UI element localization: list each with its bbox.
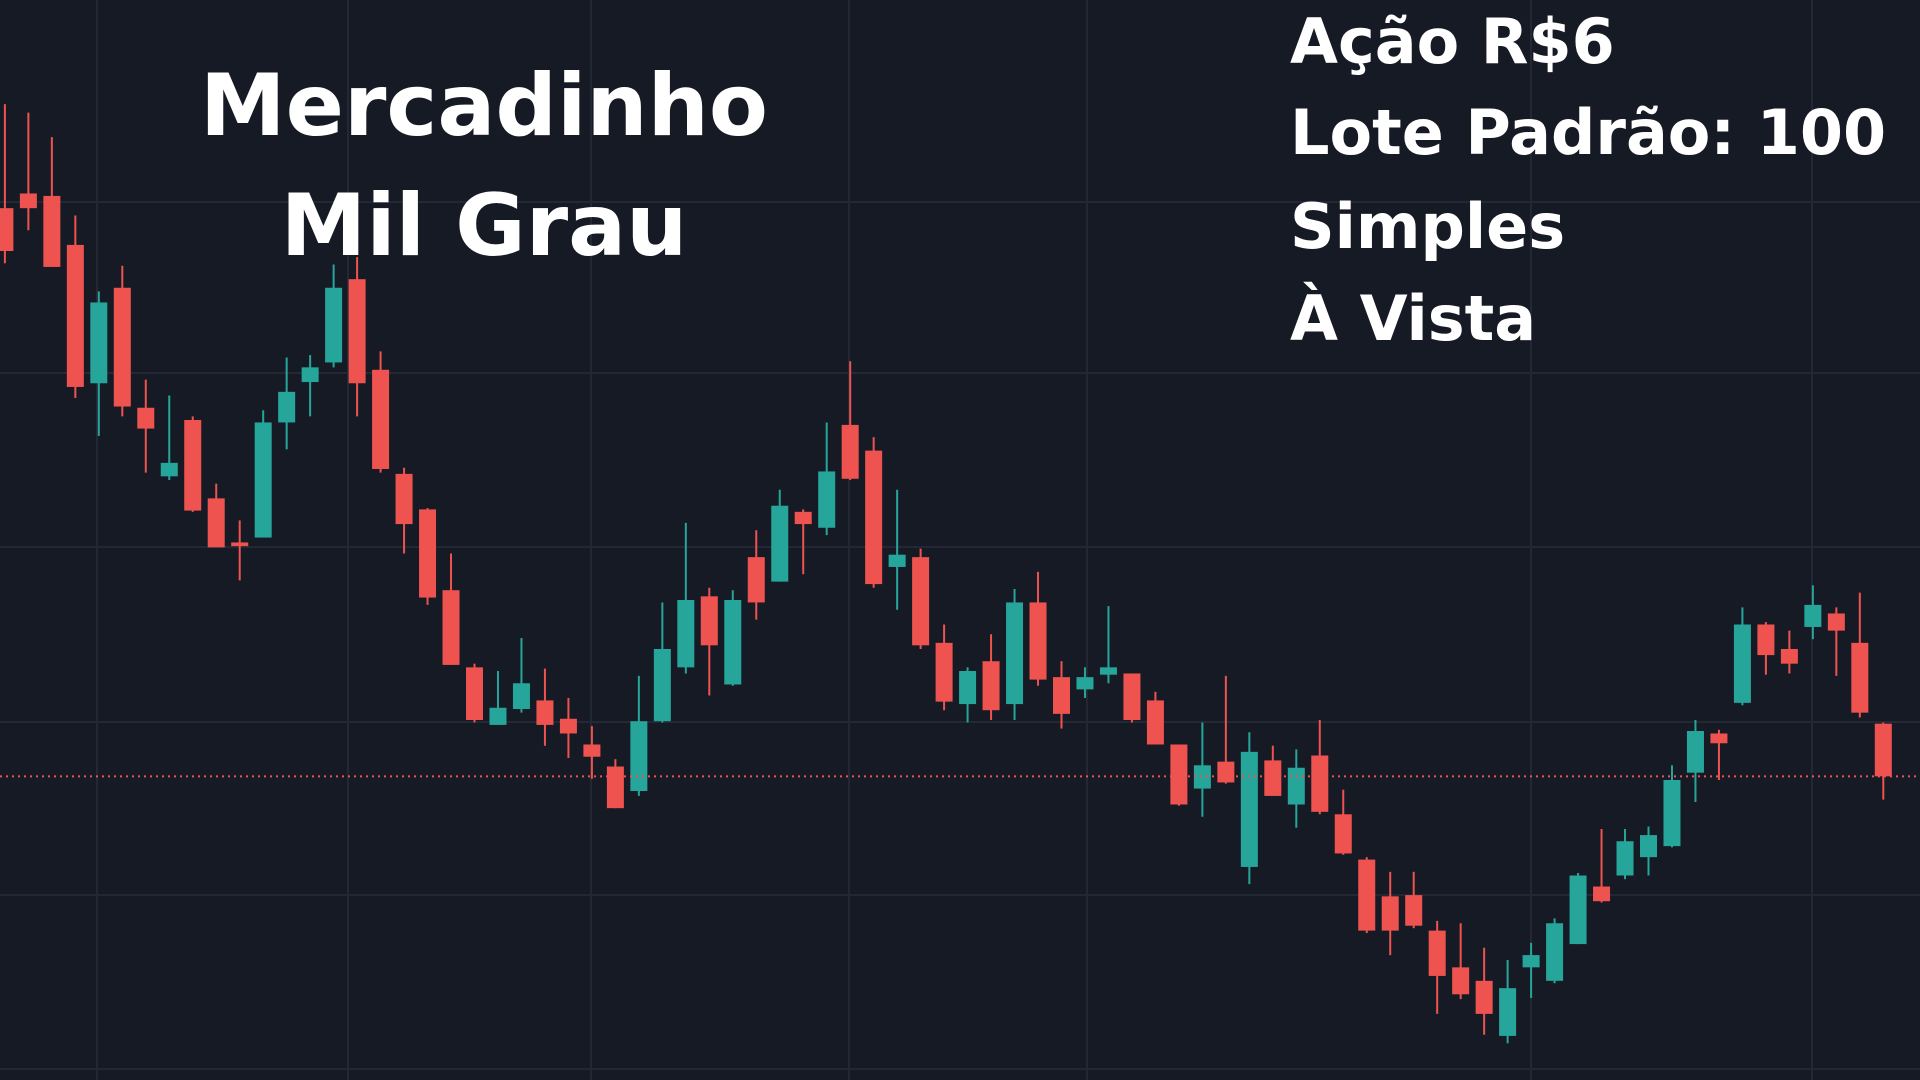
info-line: À Vista [1290, 282, 1536, 355]
candle-body [1569, 875, 1587, 945]
candle-body [1710, 733, 1728, 744]
info-line: Ação R$6 [1290, 5, 1615, 78]
candle-body [1381, 896, 1399, 931]
candle-body [1006, 602, 1024, 705]
candle-body [1217, 761, 1235, 783]
candle-body [677, 600, 695, 668]
candle-body [1053, 677, 1070, 714]
candle-body [724, 600, 742, 685]
candle-body [912, 557, 930, 646]
candle-body [90, 302, 108, 384]
candle-body [841, 424, 859, 479]
candle-body [794, 511, 812, 525]
candle-body [818, 471, 836, 528]
candle-body [1405, 895, 1423, 926]
candle-body [348, 279, 366, 384]
candle-body [606, 766, 624, 809]
candle-body [747, 557, 765, 603]
candle-body [1358, 859, 1376, 931]
candle-body [1428, 930, 1446, 976]
candle-body [1757, 624, 1775, 656]
candle-body [583, 744, 601, 757]
candle-body [1287, 767, 1305, 805]
candle-body [1686, 731, 1704, 773]
candle-body [1546, 923, 1564, 981]
candle-body [325, 287, 343, 363]
candle-body [536, 700, 554, 725]
candle-body [1452, 967, 1470, 995]
candle-body [1874, 723, 1892, 777]
candle-body [865, 450, 883, 585]
candle-body [160, 462, 178, 477]
candle-body [1123, 673, 1141, 720]
candle-body [43, 195, 61, 267]
candle-body [278, 391, 296, 423]
candle-body [1663, 780, 1681, 847]
candle-body [1804, 604, 1822, 627]
candle-body [1780, 648, 1798, 664]
candle-body [372, 369, 390, 469]
chart-title: Mil Grau [281, 176, 688, 276]
candle-body [1146, 700, 1164, 745]
candle-body [184, 420, 202, 511]
candle-body [1640, 835, 1657, 858]
candle-body [1616, 841, 1634, 876]
candle-body [254, 422, 272, 538]
candle-body [466, 667, 483, 720]
candle-body [137, 407, 155, 429]
candle-body [489, 707, 507, 725]
candle-body [113, 287, 131, 407]
candle-body [700, 596, 718, 646]
candles [0, 104, 1920, 1044]
candle-body [1827, 613, 1845, 631]
candle-body [982, 661, 1000, 711]
candle-body [66, 244, 84, 387]
candle-body [1851, 642, 1869, 713]
candle-body [419, 509, 437, 598]
candle-body [1499, 988, 1517, 1036]
candle-body [19, 193, 37, 209]
candle-body [1733, 624, 1751, 703]
candle-body [630, 721, 648, 792]
candle-body [207, 498, 225, 548]
candle-body [231, 542, 249, 547]
candle-body [1099, 667, 1117, 675]
candle-body [1264, 760, 1282, 796]
candle-body [959, 671, 977, 705]
candle-body [301, 367, 319, 383]
candle-body [935, 642, 953, 702]
candle-body [653, 648, 671, 722]
candle-body [1170, 744, 1188, 805]
candle-body [1522, 955, 1540, 968]
candle-body [1334, 814, 1352, 854]
candle-body [1193, 765, 1211, 789]
info-line: Simples [1290, 190, 1565, 263]
candle-body [1076, 677, 1094, 690]
candle-body [442, 590, 460, 665]
candle-body [1475, 980, 1493, 1014]
candle-body [395, 473, 413, 525]
candle-body [1240, 751, 1258, 867]
candle-body [771, 505, 789, 582]
candle-body [1029, 602, 1047, 680]
info-line: Lote Padrão: 100 [1290, 96, 1886, 169]
candle-body [559, 718, 577, 734]
candle-body [0, 208, 14, 252]
labels: Mercadinho Mil Grau Ação R$6 Lote Padrão: 1… [200, 5, 1886, 355]
candle-body [888, 554, 906, 567]
candle-body [512, 683, 530, 709]
candle-body [1593, 886, 1611, 902]
chart-title: Mercadinho [200, 56, 768, 156]
candle-body [1311, 755, 1329, 812]
